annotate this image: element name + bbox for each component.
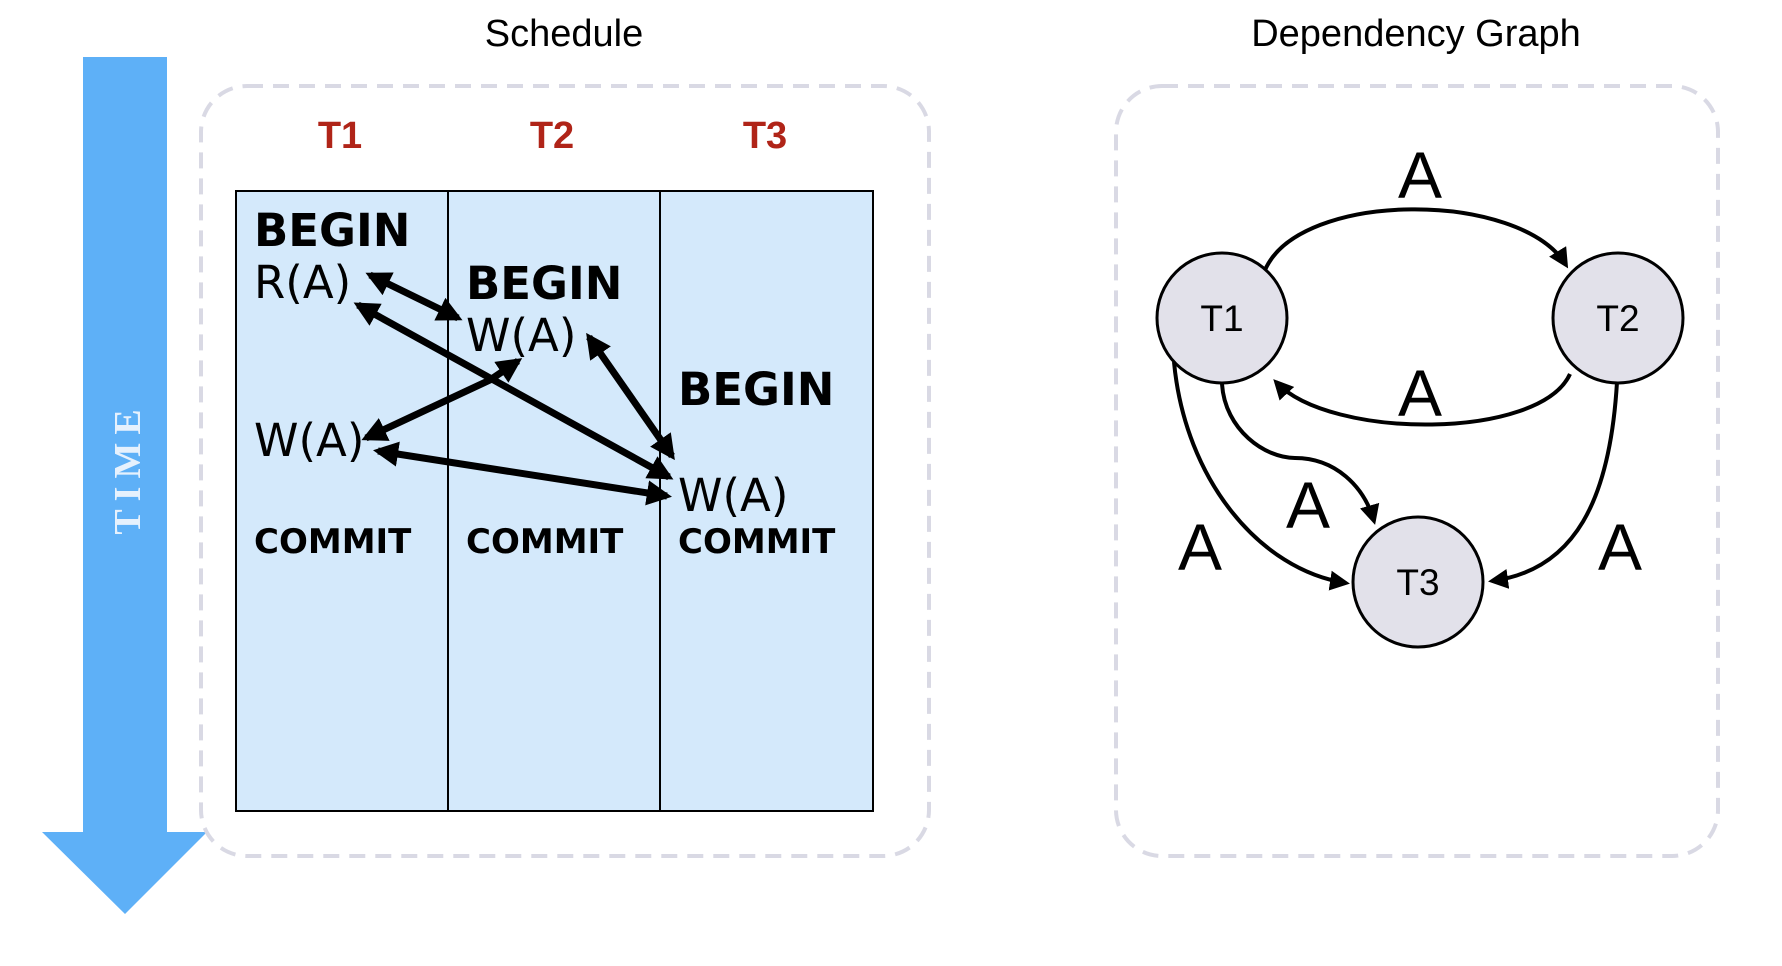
txn-header-t3: T3	[743, 115, 787, 157]
graph-edges	[1172, 207, 1619, 591]
edge-label-t1-t3-outer: A	[1178, 510, 1222, 584]
graph-node-t3: T3	[1351, 515, 1485, 649]
dependency-graph-panel-border	[1114, 84, 1720, 858]
time-arrow-shape	[42, 57, 207, 914]
time-label: TIME	[107, 401, 149, 534]
t1-read-a-op: R(A)	[254, 256, 351, 309]
edge-t2-t1	[1273, 373, 1572, 427]
conflict-arrow-t1w-t3w	[373, 441, 672, 506]
t3-commit-op: COMMIT	[678, 522, 836, 562]
t1-commit-op: COMMIT	[254, 522, 412, 562]
schedule-panel-border	[199, 84, 931, 858]
conflict-arrow-t2w-t3w	[586, 332, 675, 461]
t2-write-a-op: W(A)	[466, 309, 576, 362]
column-t3	[659, 190, 874, 812]
txn-header-t1: T1	[318, 115, 362, 157]
t3-write-a-op: W(A)	[678, 469, 788, 522]
t3-begin-op: BEGIN	[678, 363, 834, 416]
txn-header-t2: T2	[530, 115, 574, 157]
node-circle-t2	[1551, 251, 1685, 385]
t2-begin-op: BEGIN	[466, 257, 622, 310]
schedule-panel: Schedule T1 T2 T3 BEGIN R(A) W(A) COMMIT…	[199, 13, 931, 858]
edge-label-t2-t3: A	[1598, 510, 1642, 584]
node-label-t1: T1	[1200, 298, 1243, 339]
dependency-graph-title: Dependency Graph	[1251, 13, 1581, 55]
node-circle-t1	[1155, 251, 1289, 385]
t1-begin-op: BEGIN	[254, 204, 410, 257]
graph-node-t1: T1	[1155, 251, 1289, 385]
edge-t1-t3-inner	[1220, 383, 1380, 525]
schedule-title: Schedule	[485, 13, 643, 55]
dependency-graph-panel: Dependency Graph A A A A A T1 T2 T3	[1114, 13, 1720, 858]
conflict-arrow-t2w-t1w	[361, 358, 523, 442]
edge-t1-t3-outer	[1172, 361, 1350, 591]
edge-t1-t2	[1263, 207, 1569, 271]
node-label-t3: T3	[1396, 562, 1439, 603]
edge-t2-t3	[1488, 381, 1619, 589]
node-circle-t3	[1351, 515, 1485, 649]
conflict-arrows	[353, 271, 675, 506]
edge-label-t1-t3-inner: A	[1286, 468, 1330, 542]
graph-node-t2: T2	[1551, 251, 1685, 385]
t1-write-a-op: W(A)	[254, 414, 364, 467]
time-axis: TIME	[42, 57, 207, 914]
edge-label-t2-t1: A	[1398, 356, 1442, 430]
edge-label-t1-t2: A	[1398, 138, 1442, 212]
node-label-t2: T2	[1596, 298, 1639, 339]
t2-commit-op: COMMIT	[466, 522, 624, 562]
